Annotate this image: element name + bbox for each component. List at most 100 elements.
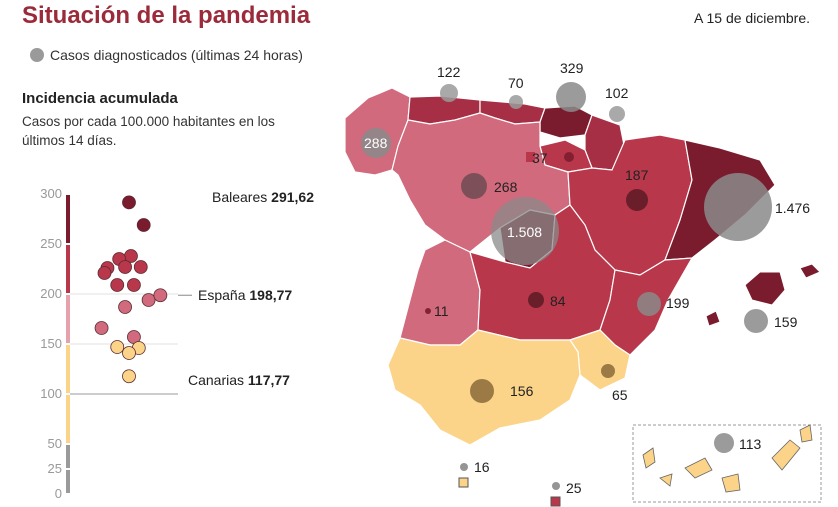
incidence-title: Incidencia acumulada — [22, 90, 178, 107]
case-circle-navarra — [609, 106, 625, 122]
y-tick-label: 200 — [40, 286, 62, 301]
incidence-point-7 — [97, 266, 112, 280]
highlight-canarias: Canarias 117,77 — [188, 372, 290, 388]
case-label-aragon: 187 — [625, 167, 649, 183]
region-mallorca — [744, 271, 786, 306]
region-canarias-5 — [771, 439, 801, 471]
y-tick-label: 50 — [48, 436, 62, 451]
axis-band-5 — [66, 445, 70, 468]
incidence-description: Casos por cada 100.000 habitantes en los… — [22, 114, 275, 148]
case-label-ceuta: 16 — [474, 459, 490, 475]
incidence-point-9 — [126, 278, 141, 292]
incidence-point-18 — [153, 288, 168, 303]
axis-band-2 — [66, 295, 70, 343]
incidence-point-10 — [141, 293, 156, 307]
legend-label: Casos diagnosticados (últimas 24 horas) — [50, 47, 303, 63]
region-ibiza — [705, 310, 721, 327]
axis-band-6 — [66, 470, 70, 493]
incidence-point-17 — [122, 369, 136, 384]
case-circle-madrid — [491, 197, 559, 265]
axis-band-4 — [66, 395, 70, 443]
case-label-murcia: 65 — [612, 387, 628, 403]
case-circle-valencia — [637, 292, 661, 316]
case-label-cantabria: 70 — [508, 75, 524, 91]
case-circle-melilla — [552, 482, 560, 490]
highlight-value: 198,77 — [249, 287, 293, 303]
incidence-point-8 — [110, 278, 125, 292]
y-tick-label: 0 — [55, 486, 62, 501]
highlight-baleares: Baleares 291,62 — [212, 189, 314, 205]
case-label-melilla: 25 — [566, 480, 582, 496]
y-tick-label: 150 — [40, 336, 62, 351]
case-label-pais-vasco: 329 — [560, 60, 584, 76]
highlight-name: España — [198, 287, 246, 303]
region-melilla — [550, 496, 561, 507]
date-label: A 15 de diciembre. — [694, 10, 810, 26]
region-canarias-4 — [721, 473, 741, 493]
case-circle-castilla-leon — [461, 173, 487, 199]
incidence-point-0 — [122, 195, 136, 210]
case-label-valencia: 199 — [666, 295, 690, 311]
region-menorca — [799, 263, 821, 279]
incidence-point-14 — [110, 340, 125, 354]
axis-band-0 — [66, 195, 70, 243]
incidence-point-11 — [118, 300, 132, 314]
highlight-value: 291,62 — [271, 189, 314, 205]
case-label-andalucia: 156 — [510, 383, 534, 399]
case-label-navarra: 102 — [605, 85, 629, 101]
case-label-castilla-leon: 268 — [494, 179, 518, 195]
region-canarias-6 — [799, 424, 813, 443]
incidence-points — [94, 195, 168, 384]
region-ceuta — [458, 477, 469, 488]
region-canarias-2 — [659, 473, 673, 487]
page-title: Situación de la pandemia — [22, 2, 311, 29]
case-label-castilla-mancha: 84 — [550, 293, 566, 309]
legend: Casos diagnosticados (últimas 24 horas) — [30, 47, 303, 63]
case-circle-cantabria — [509, 95, 523, 109]
region-canarias-1 — [642, 447, 656, 469]
case-circle-castilla-mancha — [528, 292, 544, 308]
y-tick-label: 300 — [40, 186, 62, 201]
region-canarias-3 — [684, 457, 713, 479]
case-label-madrid: 1.508 — [507, 224, 542, 240]
y-tick-label: 25 — [48, 461, 62, 476]
case-circle-pais-vasco — [556, 82, 586, 112]
case-label-extremadura: 11 — [434, 303, 449, 319]
case-label-cataluna: 1.476 — [775, 200, 810, 216]
case-label-baleares: 159 — [774, 314, 798, 330]
case-circle-canarias — [714, 433, 734, 453]
case-label-galicia: 288 — [364, 135, 388, 151]
incidence-point-16 — [122, 346, 136, 360]
highlight-name: Baleares — [212, 189, 268, 205]
y-tick-label: 100 — [40, 386, 62, 401]
y-tick-label: 250 — [40, 236, 62, 251]
highlight-espana: España 198,77 — [198, 287, 292, 303]
incidence-point-5 — [118, 260, 132, 274]
case-circle-ceuta — [460, 463, 468, 471]
case-circle-baleares — [744, 309, 768, 333]
case-label-asturias: 122 — [437, 64, 461, 80]
case-label-la-rioja: 37 — [532, 150, 548, 166]
case-circle-aragon — [626, 189, 648, 211]
case-circle-extremadura — [425, 308, 431, 314]
incidence-axis: 0 25 50 100 150 200 250 300 — [40, 186, 178, 501]
case-circle-murcia — [601, 364, 615, 378]
region-la-rioja-marker — [526, 152, 535, 162]
gray-circle-icon — [30, 48, 44, 62]
case-circle-la-rioja — [564, 152, 574, 162]
case-circle-asturias — [440, 84, 458, 102]
axis-band-1 — [66, 245, 70, 293]
incidence-point-12 — [94, 321, 109, 335]
case-circle-cataluna — [704, 173, 772, 241]
incidence-point-6 — [133, 260, 148, 274]
case-circle-andalucia — [470, 379, 494, 403]
incidence-point-1 — [136, 218, 151, 232]
axis-band-3 — [66, 345, 70, 393]
case-circle-galicia — [361, 128, 391, 158]
highlight-value: 117,77 — [247, 372, 290, 388]
region-extremadura — [399, 239, 481, 346]
case-label-canarias: 113 — [739, 436, 762, 452]
highlight-name: Canarias — [188, 372, 245, 388]
